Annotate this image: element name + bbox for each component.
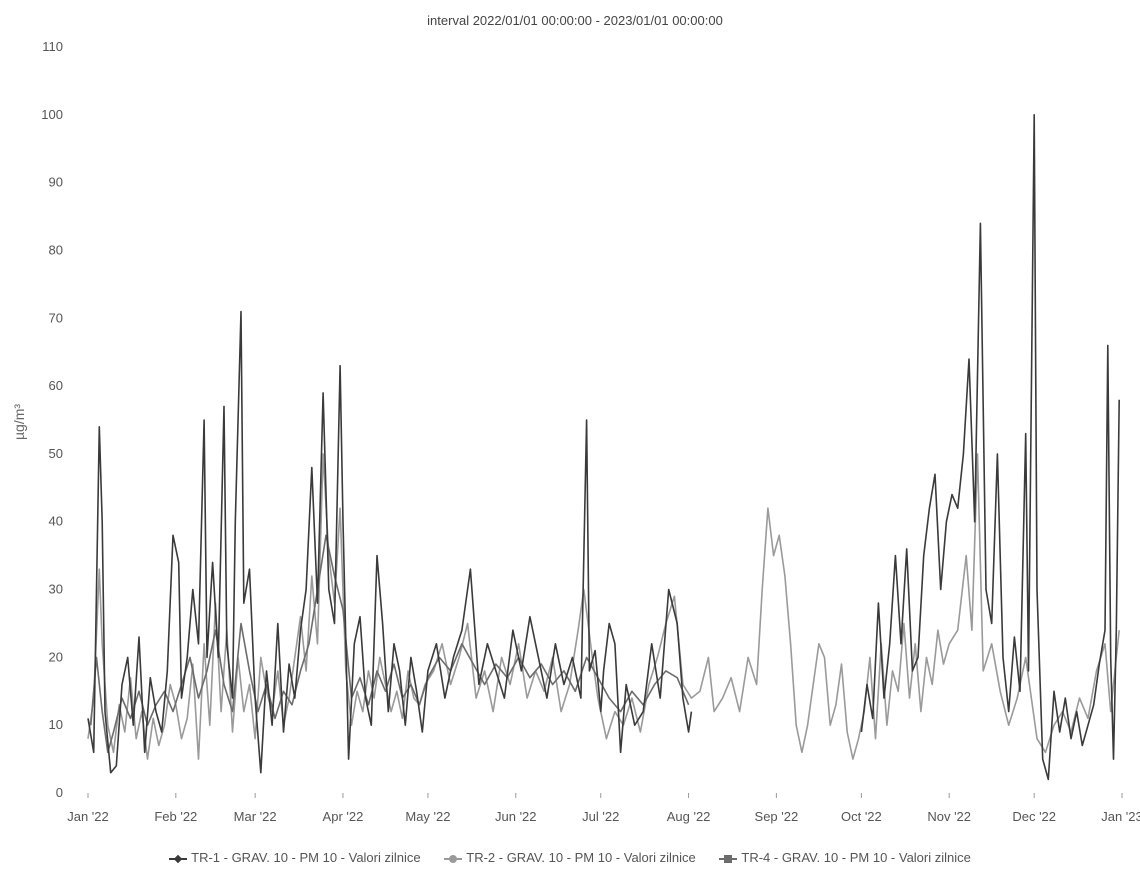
- line-chart: interval 2022/01/01 00:00:00 - 2023/01/0…: [11, 13, 1140, 824]
- legend-label: TR-2 - GRAV. 10 - PM 10 - Valori zilnice: [466, 850, 696, 865]
- y-axis-ticks: 0 10 20 30 40 50 60 70 80 90 100 110: [41, 39, 63, 800]
- x-tick-label: Nov '22: [927, 809, 971, 824]
- x-tick-label: Aug '22: [667, 809, 711, 824]
- y-tick-label: 80: [49, 242, 63, 257]
- x-tick-label: Jul '22: [582, 809, 619, 824]
- chart-legend: TR-1 - GRAV. 10 - PM 10 - Valori zilnice…: [0, 850, 1140, 865]
- y-tick-label: 30: [49, 582, 63, 597]
- x-tick-label: Sep '22: [755, 809, 799, 824]
- x-tick-label: Feb '22: [154, 809, 197, 824]
- x-tick-label: Jan '22: [67, 809, 109, 824]
- x-tick-label: Jan '23: [1101, 809, 1140, 824]
- x-tick-label: Dec '22: [1012, 809, 1056, 824]
- y-tick-label: 10: [49, 717, 63, 732]
- y-tick-label: 60: [49, 378, 63, 393]
- y-tick-label: 50: [49, 446, 63, 461]
- chart-title: interval 2022/01/01 00:00:00 - 2023/01/0…: [427, 13, 723, 28]
- x-tick-label: Apr '22: [323, 809, 364, 824]
- series-lines: [87, 114, 1120, 781]
- y-tick-label: 70: [49, 310, 63, 325]
- circle-marker-icon: [444, 854, 463, 864]
- y-tick-label: 20: [49, 649, 63, 664]
- x-tick-label: Jun '22: [495, 809, 537, 824]
- legend-label: TR-4 - GRAV. 10 - PM 10 - Valori zilnice: [741, 850, 971, 865]
- square-marker-icon: [719, 854, 738, 864]
- x-tick-label: Mar '22: [234, 809, 277, 824]
- y-tick-label: 110: [42, 39, 63, 54]
- series-line-tr-1: [860, 114, 1120, 781]
- x-axis-ticks: Jan '22 Feb '22 Mar '22 Apr '22 May '22 Jun '…: [67, 793, 1140, 824]
- x-tick-label: Oct '22: [841, 809, 882, 824]
- legend-item-tr1[interactable]: TR-1 - GRAV. 10 - PM 10 - Valori zilnice: [169, 850, 421, 865]
- y-tick-label: 0: [56, 785, 63, 800]
- legend-item-tr4[interactable]: TR-4 - GRAV. 10 - PM 10 - Valori zilnice: [719, 850, 971, 865]
- y-axis-label: µg/m³: [11, 404, 27, 440]
- legend-item-tr2[interactable]: TR-2 - GRAV. 10 - PM 10 - Valori zilnice: [444, 850, 696, 865]
- y-tick-label: 100: [41, 107, 63, 122]
- y-tick-label: 40: [49, 514, 63, 529]
- legend-label: TR-1 - GRAV. 10 - PM 10 - Valori zilnice: [191, 850, 421, 865]
- series-line-tr-2: [87, 453, 1120, 760]
- series-line-tr-1: [87, 310, 693, 774]
- y-tick-label: 90: [49, 175, 63, 190]
- x-tick-label: May '22: [405, 809, 450, 824]
- diamond-marker-icon: [169, 854, 188, 864]
